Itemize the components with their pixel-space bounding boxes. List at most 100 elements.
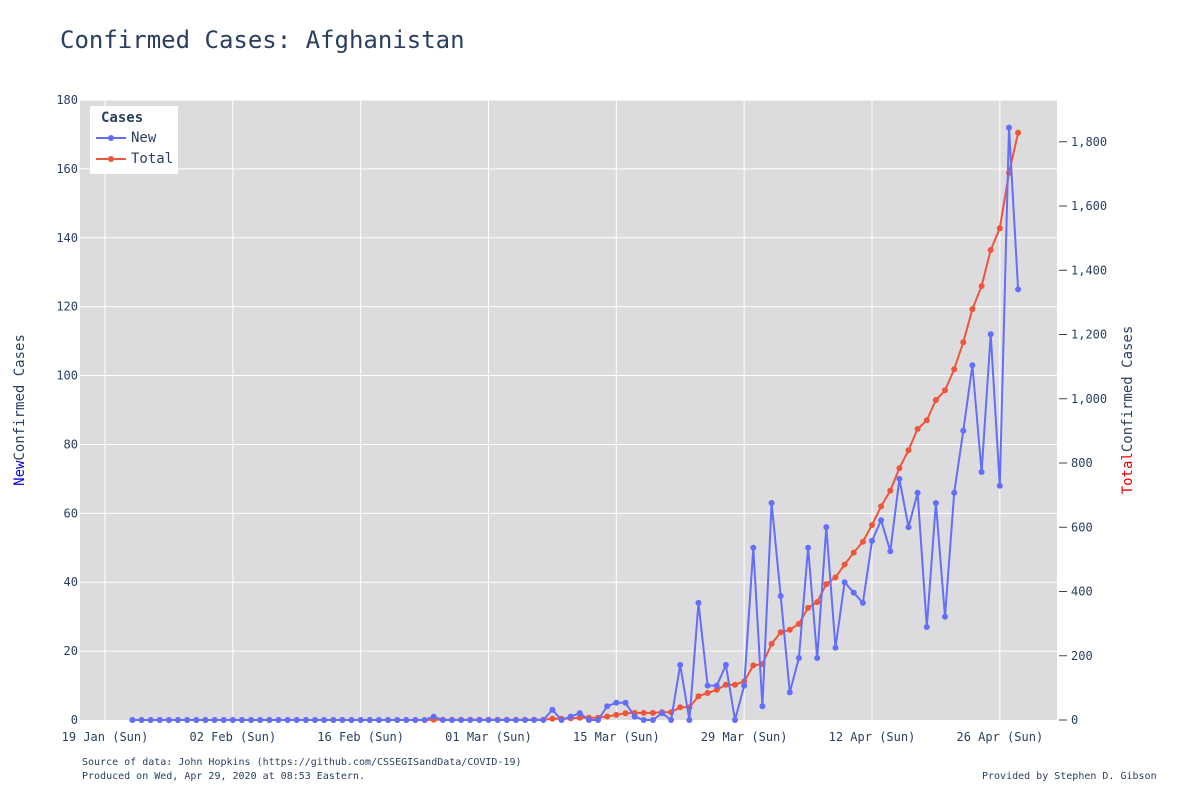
- y-right-label-rest: Confirmed Cases: [1120, 325, 1136, 453]
- data-point-new: [485, 717, 492, 723]
- data-point-new: [321, 717, 328, 723]
- data-point-new: [156, 717, 163, 723]
- data-point-new: [403, 717, 410, 723]
- data-point-new: [768, 500, 775, 506]
- data-point-new: [476, 717, 483, 723]
- data-point-new: [394, 717, 401, 723]
- data-point-new: [713, 682, 720, 689]
- legend-item-total[interactable]: Total: [96, 151, 173, 167]
- data-point-total: [814, 599, 821, 606]
- y-left-tick-label: 120: [56, 300, 78, 314]
- data-point-new: [229, 717, 236, 723]
- data-point-new: [184, 717, 191, 723]
- legend: Cases New Total: [90, 106, 178, 174]
- data-point-new: [412, 717, 419, 723]
- data-point-new: [686, 717, 693, 723]
- data-point-new: [494, 717, 501, 723]
- data-point-new: [312, 717, 318, 723]
- data-point-new: [503, 717, 510, 723]
- data-point-total: [859, 538, 866, 545]
- y-left-tick-label: 180: [56, 93, 78, 107]
- data-point-total: [969, 306, 976, 313]
- y-left-label-prefix: New: [12, 460, 28, 486]
- data-point-new: [165, 717, 172, 723]
- data-point-new: [951, 489, 958, 496]
- y-right-label-prefix: Total: [1120, 452, 1136, 495]
- y-right-tick-label: 1,800: [1071, 135, 1107, 149]
- data-point-new: [978, 469, 985, 475]
- data-point-new: [914, 489, 921, 496]
- data-point-total: [649, 709, 656, 716]
- data-point-new: [750, 544, 757, 551]
- data-point-total: [613, 711, 620, 718]
- x-tick-label: 29 Mar (Sun): [701, 730, 788, 744]
- y-left-tick-label: 140: [56, 231, 78, 245]
- data-point-total: [768, 640, 775, 647]
- data-point-new: [202, 717, 209, 723]
- data-point-new: [339, 717, 346, 723]
- data-point-total: [978, 283, 985, 289]
- data-point-new: [795, 655, 802, 661]
- data-point-total: [750, 662, 757, 669]
- data-point-new: [942, 613, 948, 620]
- data-point-new: [814, 655, 821, 661]
- legend-item-new[interactable]: New: [96, 130, 156, 146]
- data-point-new: [348, 717, 355, 723]
- data-point-total: [604, 713, 611, 720]
- data-point-new: [969, 362, 976, 369]
- data-point-new: [549, 706, 556, 713]
- data-point-total: [850, 549, 857, 556]
- data-point-total: [905, 447, 912, 454]
- y-left-tick-label: 0: [71, 713, 78, 727]
- data-point-new: [732, 717, 738, 723]
- data-point-new: [540, 717, 547, 723]
- data-point-total: [795, 620, 802, 627]
- y-left-tick-label: 80: [64, 437, 78, 451]
- y-left-tick-label: 60: [64, 506, 78, 520]
- data-point-new: [878, 517, 885, 524]
- data-point-new: [777, 593, 784, 599]
- y-left-tick-label: 100: [56, 369, 78, 383]
- data-point-new: [631, 713, 638, 720]
- x-tick-label: 01 Mar (Sun): [445, 730, 532, 744]
- data-point-new: [759, 703, 766, 710]
- data-point-new: [996, 482, 1003, 489]
- y-right-tick-label: 800: [1071, 456, 1093, 470]
- y-right-tick-label: 1,200: [1071, 328, 1107, 342]
- data-point-new: [677, 661, 684, 668]
- y-right-tick-label: 200: [1071, 649, 1093, 663]
- data-point-total: [932, 397, 939, 403]
- data-point-total: [722, 681, 729, 688]
- x-tick-label: 12 Apr (Sun): [829, 730, 916, 744]
- data-point-new: [887, 548, 894, 555]
- data-point-total: [841, 561, 848, 568]
- footer-produced: Produced on Wed, Apr 29, 2020 at 08:53 E…: [82, 771, 365, 782]
- data-point-new: [275, 717, 282, 723]
- data-point-new: [257, 717, 264, 723]
- data-point-total: [704, 690, 711, 696]
- data-point-new: [595, 717, 602, 723]
- y-right-tick-label: 400: [1071, 585, 1093, 599]
- data-point-total: [923, 417, 930, 424]
- data-point-total: [887, 487, 894, 494]
- legend-swatch-new: [96, 132, 126, 144]
- y-right-tick-label: 0: [1071, 713, 1078, 727]
- data-point-new: [302, 717, 309, 723]
- x-tick-label: 26 Apr (Sun): [956, 730, 1043, 744]
- data-point-total: [695, 693, 702, 700]
- data-point-new: [987, 331, 994, 338]
- data-point-new: [722, 661, 729, 668]
- legend-swatch-total: [96, 153, 126, 165]
- y-left-tick-label: 20: [64, 644, 78, 658]
- data-point-new: [357, 717, 364, 723]
- x-tick-label: 02 Feb (Sun): [189, 730, 276, 744]
- data-point-total: [896, 465, 903, 472]
- data-point-total: [677, 704, 684, 711]
- data-point-new: [786, 689, 793, 696]
- data-point-total: [622, 710, 629, 717]
- data-point-total: [1015, 129, 1022, 136]
- data-point-new: [823, 524, 830, 531]
- data-point-total: [549, 715, 556, 722]
- data-point-total: [996, 225, 1003, 232]
